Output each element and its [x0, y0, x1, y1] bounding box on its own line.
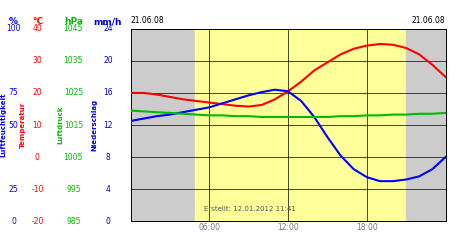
Text: 30: 30	[32, 56, 42, 65]
Text: 25: 25	[9, 185, 18, 194]
Text: Temperatur: Temperatur	[19, 102, 26, 148]
Bar	[130, 29, 195, 221]
Text: 0: 0	[106, 217, 110, 226]
Text: 0: 0	[35, 152, 40, 162]
Text: hPa: hPa	[64, 17, 83, 26]
Text: 1045: 1045	[63, 24, 83, 33]
Text: 1005: 1005	[63, 152, 83, 162]
Text: 75: 75	[9, 88, 18, 98]
Text: 20: 20	[103, 56, 113, 65]
Text: 995: 995	[66, 185, 81, 194]
Bar	[195, 29, 406, 221]
Text: 985: 985	[66, 217, 81, 226]
Text: °C: °C	[32, 17, 43, 26]
Text: 16: 16	[103, 88, 113, 98]
Text: 12: 12	[103, 120, 113, 130]
Text: 0: 0	[11, 217, 16, 226]
Text: -10: -10	[31, 185, 44, 194]
Text: Luftdruck: Luftdruck	[58, 106, 64, 144]
Text: 4: 4	[106, 185, 110, 194]
Text: 21.06.08: 21.06.08	[130, 16, 164, 25]
Text: 24: 24	[103, 24, 113, 33]
Text: Erstellt: 12.01.2012 11:41: Erstellt: 12.01.2012 11:41	[204, 206, 296, 212]
Text: 1035: 1035	[63, 56, 83, 65]
Text: %: %	[9, 17, 18, 26]
Text: 10: 10	[32, 120, 42, 130]
Text: Niederschlag: Niederschlag	[91, 99, 98, 151]
Bar	[406, 29, 446, 221]
Text: 100: 100	[6, 24, 21, 33]
Text: 21.06.08: 21.06.08	[412, 16, 446, 25]
Text: 1025: 1025	[64, 88, 83, 98]
Text: 50: 50	[9, 120, 18, 130]
Text: 40: 40	[32, 24, 42, 33]
Text: Luftfeuchtigkeit: Luftfeuchtigkeit	[0, 93, 6, 157]
Text: mm/h: mm/h	[94, 17, 122, 26]
Text: -20: -20	[31, 217, 44, 226]
Text: 20: 20	[32, 88, 42, 98]
Text: 8: 8	[106, 152, 110, 162]
Text: 1015: 1015	[64, 120, 83, 130]
